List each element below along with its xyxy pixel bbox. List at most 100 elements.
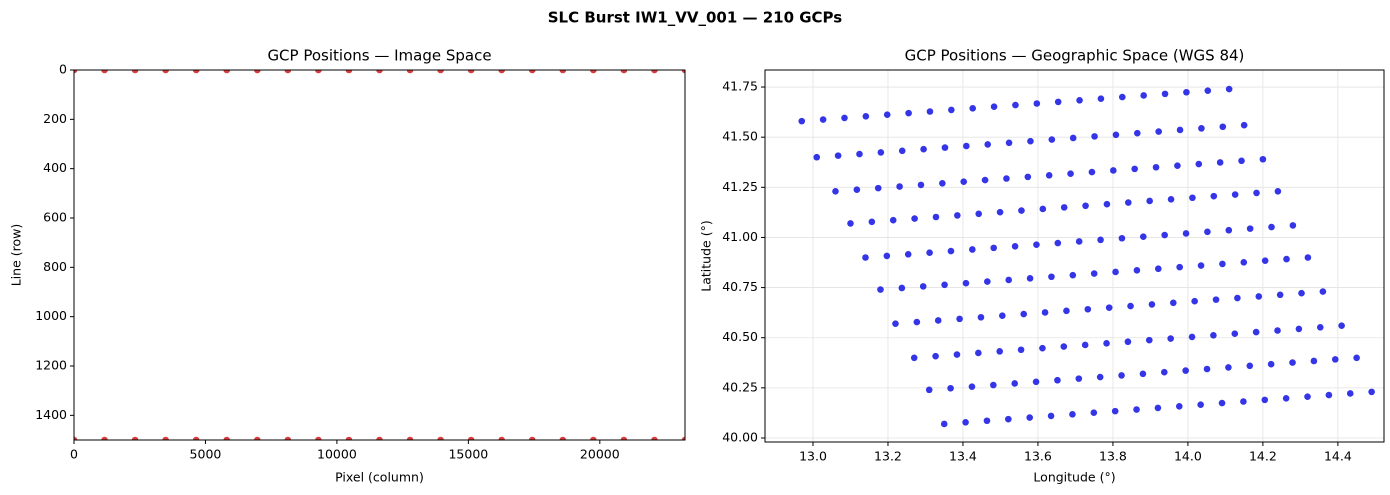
gcp-point <box>1267 360 1275 368</box>
gcp-point <box>376 436 383 440</box>
gcp-point <box>1033 100 1041 107</box>
gcp-point <box>919 283 927 290</box>
gcp-point <box>376 70 383 74</box>
gcp-point <box>1011 380 1018 387</box>
gcp-point <box>1076 96 1083 104</box>
x-tick-label: 14.0 <box>1174 449 1202 464</box>
gcp-point <box>883 252 891 260</box>
gcp-point <box>467 436 475 440</box>
y-tick-label: 1200 <box>35 358 67 373</box>
gcp-point <box>1060 343 1068 350</box>
gcp-point <box>1026 275 1034 282</box>
gcp-point <box>892 320 899 327</box>
gcp-point <box>1097 95 1105 102</box>
gcp-point <box>983 417 991 425</box>
gcp-point <box>1276 291 1284 299</box>
gcp-point <box>990 103 998 110</box>
gcp-point <box>1152 163 1160 171</box>
gcp-point <box>1161 90 1169 98</box>
gcp-point <box>1103 200 1111 208</box>
gcp-point <box>1154 265 1162 273</box>
gcp-point <box>284 436 292 440</box>
gcp-point <box>1060 204 1068 211</box>
gcp-point <box>1063 307 1070 315</box>
gcp-point <box>883 111 891 119</box>
gcp-point <box>896 183 903 190</box>
gcp-point <box>877 286 884 293</box>
gcp-point <box>941 281 948 289</box>
gcp-point <box>1041 309 1049 316</box>
y-tick-label: 40.50 <box>722 329 758 344</box>
y-tick-label: 40.00 <box>722 429 758 444</box>
gcp-point <box>192 436 200 440</box>
gcp-point <box>1017 346 1025 354</box>
gcp-point <box>162 436 169 440</box>
gcp-point <box>1304 393 1311 400</box>
y-axis-label: Line (row) <box>9 224 24 287</box>
gcp-point <box>962 279 970 287</box>
gcp-point <box>1140 92 1147 99</box>
y-tick-label: 200 <box>43 111 67 126</box>
gcp-point <box>1047 412 1055 420</box>
y-tick-label: 40.75 <box>722 279 758 294</box>
gcp-point <box>1054 98 1062 106</box>
gcp-point <box>1091 133 1098 140</box>
gcp-point <box>1231 191 1239 198</box>
y-tick-label: 400 <box>43 160 67 175</box>
gcp-point <box>1005 139 1013 147</box>
gcp-point <box>984 278 991 285</box>
x-tick-label: 10000 <box>317 447 357 462</box>
gcp-point <box>1133 406 1140 413</box>
gcp-point <box>1110 167 1117 174</box>
x-tick-label: 0 <box>70 447 78 462</box>
gcp-point <box>1084 305 1092 313</box>
gcp-point <box>1282 394 1290 402</box>
gcp-point <box>917 181 925 189</box>
gcp-point <box>819 116 827 123</box>
gcp-point <box>437 436 444 440</box>
gcp-point <box>1216 159 1224 166</box>
gcp-point <box>1075 375 1083 382</box>
plot-area <box>765 70 1384 442</box>
gcp-point <box>862 254 869 261</box>
x-tick-label: 15000 <box>448 447 488 462</box>
gcp-point <box>1268 223 1275 231</box>
gcp-point <box>1026 414 1033 421</box>
gcp-point <box>1188 333 1196 341</box>
gcp-point <box>406 436 414 440</box>
gcp-point <box>559 436 567 440</box>
gcp-point <box>620 70 628 74</box>
gcp-point <box>853 186 861 194</box>
gcp-point <box>1148 301 1156 308</box>
gcp-point <box>1169 299 1177 307</box>
gcp-point <box>1082 202 1089 210</box>
gcp-point <box>947 384 954 392</box>
gcp-point <box>1319 288 1327 295</box>
gcp-point <box>1112 268 1119 276</box>
gcp-point <box>1246 362 1254 370</box>
points <box>798 85 1375 428</box>
gcp-point <box>939 180 946 187</box>
gcp-point <box>1295 325 1303 333</box>
gcp-point <box>968 383 976 390</box>
gcp-point <box>1096 373 1104 381</box>
x-axis-label: Longitude (°) <box>1033 470 1115 485</box>
gcp-point <box>1112 131 1120 139</box>
y-tick-label: 41.00 <box>722 229 758 244</box>
y-tick-label: 600 <box>43 210 67 225</box>
gcp-point <box>1255 293 1263 300</box>
gcp-point <box>1218 399 1226 407</box>
gcp-point <box>1197 262 1205 269</box>
plot-frame <box>764 69 1385 443</box>
gcp-point <box>798 117 806 125</box>
gcp-point <box>1259 155 1267 163</box>
gcp-point <box>1253 189 1260 197</box>
gcp-point <box>1090 409 1098 417</box>
gcp-point <box>932 352 939 360</box>
gcp-point <box>1331 356 1339 363</box>
gcp-point <box>1191 297 1198 305</box>
subplot-title: GCP Positions — Geographic Space (WGS 84… <box>905 47 1245 65</box>
gcp-point <box>1145 336 1153 344</box>
gcp-point <box>813 153 821 161</box>
gcp-point <box>947 247 955 255</box>
